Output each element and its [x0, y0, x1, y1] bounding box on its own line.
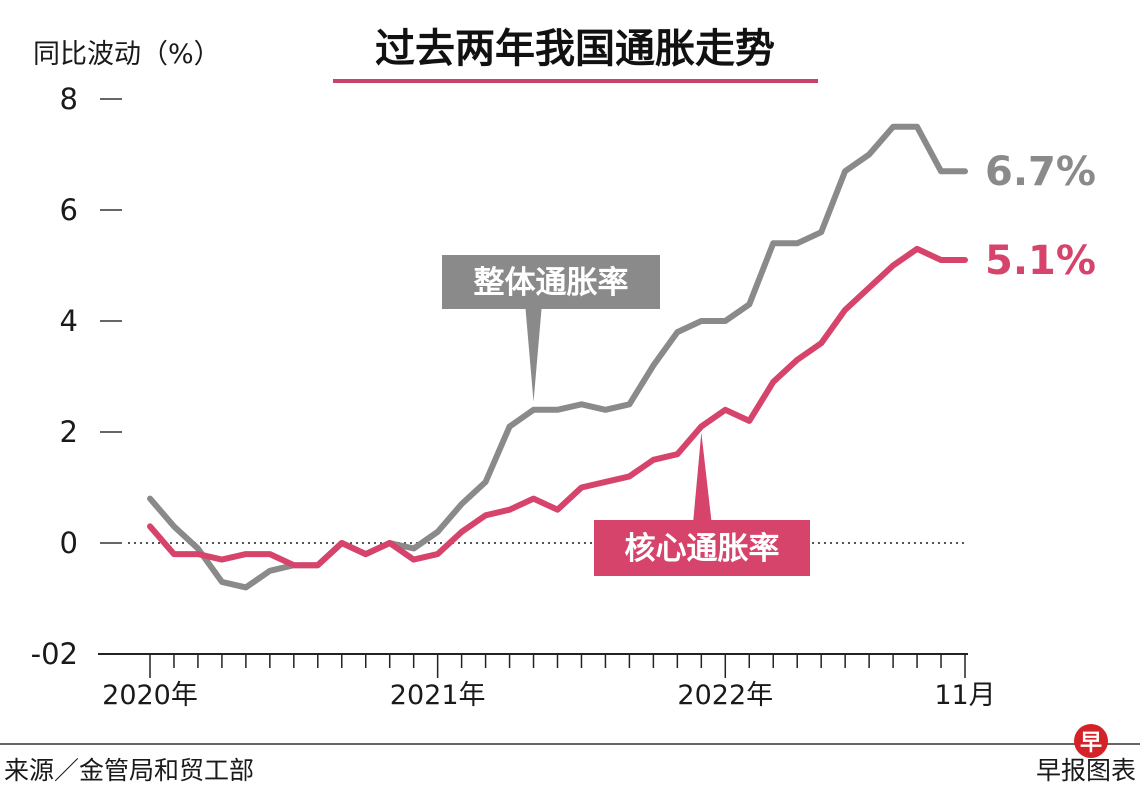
source-note: 来源／金管局和贸工部 [4, 756, 254, 785]
x-tick-label: 11月 [934, 680, 995, 711]
title-underline [333, 79, 818, 83]
series-line [147, 245, 968, 569]
y-tick-label: 6 [60, 193, 78, 227]
series-callout: 整体通胀率 [442, 255, 660, 402]
y-tick-label: -02 [31, 637, 78, 671]
series-callout: 核心通胀率 [594, 432, 810, 576]
brand-label: 早报图表 [1036, 756, 1136, 785]
brand-logo-icon: 早 [1074, 724, 1108, 758]
x-tick-label: 2022年 [677, 680, 773, 711]
series-end-label: 6.7% [985, 149, 1096, 195]
callout-box [442, 255, 660, 309]
y-tick-label: 0 [60, 526, 78, 560]
brand-logo-char: 早 [1080, 731, 1102, 756]
callout-label: 核心通胀率 [625, 531, 780, 567]
x-tick-label: 2020年 [102, 680, 198, 711]
series-line [147, 123, 968, 591]
y-axis: -02 0 2 4 6 8 [31, 82, 122, 671]
x-axis: 2020年 2021年 2022年 11月 [98, 653, 996, 711]
callout-pointer [693, 432, 712, 520]
series-end-label: 5.1% [985, 238, 1096, 284]
callout-pointer [525, 309, 542, 402]
series-lines [147, 123, 968, 591]
y-tick-label: 2 [60, 415, 78, 449]
chart-title: 过去两年我国通胀走势 [375, 26, 775, 72]
y-tick-label: 8 [60, 82, 78, 116]
callout-box [594, 520, 810, 576]
series-end-labels: 6.7% 5.1% [985, 149, 1096, 284]
y-axis-label: 同比波动（%） [33, 39, 221, 70]
y-tick-label: 4 [60, 304, 78, 338]
callout-label: 整体通胀率 [474, 265, 629, 301]
x-tick-label: 2021年 [390, 680, 486, 711]
